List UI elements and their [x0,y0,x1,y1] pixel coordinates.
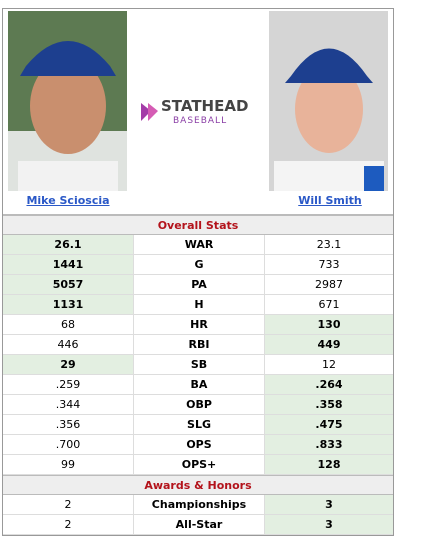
logo-sub: BASEBALL [173,116,227,126]
stat-row: 29 SB 12 [3,355,393,375]
left-value: 2 [64,518,72,531]
stat-row: 5057 PA 2987 [3,275,393,295]
right-value: 3 [265,495,393,514]
section-header: Awards & Honors [3,475,393,495]
player-photo [8,11,127,191]
stat-name: H [133,295,265,314]
stat-name: WAR [133,235,265,254]
right-value: 130 [265,315,393,334]
player-link[interactable]: Mike Scioscia [26,194,110,207]
right-value: 671 [318,298,340,311]
player-photo [269,11,388,191]
stat-row: 1131 H 671 [3,295,393,315]
stat-name: OPS [133,435,265,454]
left-value: 446 [57,338,79,351]
stat-row: .356 SLG .475 [3,415,393,435]
stat-row: 68 HR 130 [3,315,393,335]
left-value: .344 [55,398,81,411]
stat-name: G [133,255,265,274]
right-value: .264 [265,375,393,394]
right-value: .833 [265,435,393,454]
left-value: 29 [3,355,133,374]
stat-name: SB [133,355,265,374]
logo: STATHEAD BASEBALL [141,97,248,126]
stat-row: .700 OPS .833 [3,435,393,455]
comparison-table: Mike Scioscia Will Smith STATHEAD BASEBA… [2,8,394,536]
stat-name: RBI [133,335,265,354]
section-header: Overall Stats [3,215,393,235]
left-value: 68 [61,318,75,331]
stat-row: .344 OBP .358 [3,395,393,415]
right-value: 128 [265,455,393,474]
left-value: 1131 [3,295,133,314]
player-link[interactable]: Will Smith [298,194,362,207]
stat-row: 1441 G 733 [3,255,393,275]
left-value: 99 [61,458,75,471]
right-value: 2987 [315,278,343,291]
right-value: 733 [318,258,340,271]
stat-name: All-Star [133,515,265,534]
right-value: 449 [265,335,393,354]
left-value: 1441 [3,255,133,274]
stat-name: Championships [133,495,265,514]
stat-name: BA [133,375,265,394]
stat-row: .259 BA .264 [3,375,393,395]
stat-name: PA [133,275,265,294]
header-area: Mike Scioscia Will Smith STATHEAD BASEBA… [3,9,393,215]
left-value: 26.1 [3,235,133,254]
right-value: 23.1 [316,238,342,251]
stats-body: Overall Stats 26.1 WAR 23.1 1441 G 733 5057 PA 29… [3,215,393,535]
left-value: .700 [55,438,81,451]
stat-name: HR [133,315,265,334]
stat-name: OBP [133,395,265,414]
right-value: 3 [265,515,393,534]
stat-row: 2 Championships 3 [3,495,393,515]
stat-name: OPS+ [133,455,265,474]
stat-row: 2 All-Star 3 [3,515,393,535]
left-value: 5057 [3,275,133,294]
stat-name: SLG [133,415,265,434]
stat-row: 99 OPS+ 128 [3,455,393,475]
stat-row: 446 RBI 449 [3,335,393,355]
right-value: .475 [265,415,393,434]
left-value: .356 [55,418,81,431]
left-value: 2 [64,498,72,511]
logo-brand: STATHEAD [161,97,248,115]
stat-row: 26.1 WAR 23.1 [3,235,393,255]
right-value: 12 [322,358,336,371]
left-value: .259 [55,378,81,391]
right-value: .358 [265,395,393,414]
